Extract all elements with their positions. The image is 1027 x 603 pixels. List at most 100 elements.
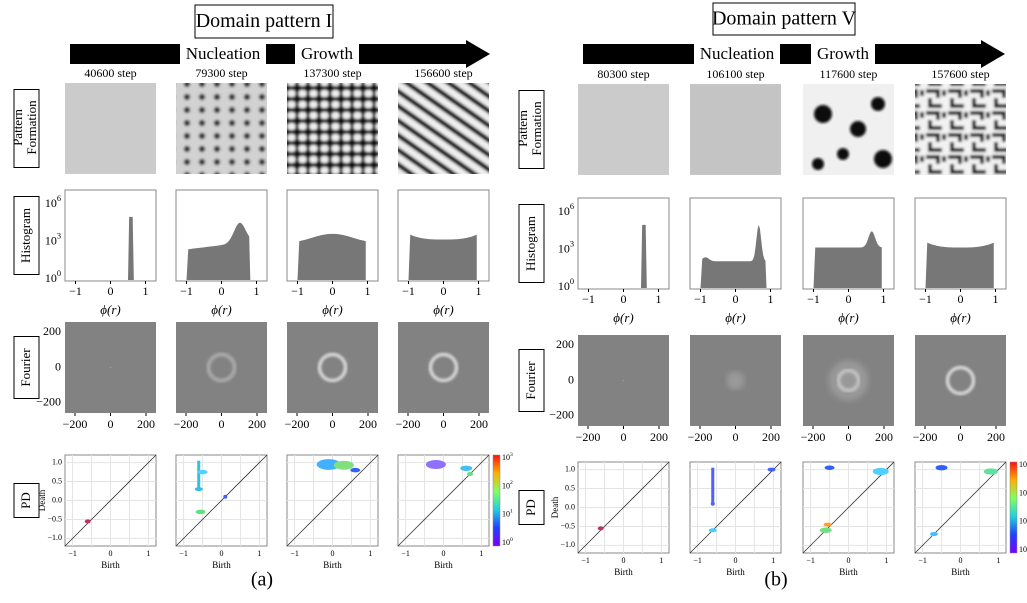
fourier-ring [945,365,976,396]
x-tick-label: −1 [180,284,193,298]
pd-points [197,460,201,490]
x-tick-label: −1 [401,549,410,558]
x-tick-label: 200 [650,430,668,444]
colorbar-label-base: 10 [1019,488,1027,497]
y-tick-label: 0.5 [565,483,575,492]
row-label: PD [18,492,33,509]
x-tick-label: 200 [875,430,893,444]
x-axis-label: ϕ(r) [211,302,231,317]
pattern-image [287,83,378,174]
diagonal [689,461,782,554]
stage-bg [295,43,359,65]
histogram-shape [813,231,882,288]
pd-points [597,526,604,531]
x-tick-label: −1 [693,556,702,565]
colorbar-label: 101 [502,509,513,519]
colorbar-label: 102 [502,480,513,490]
colorbar-label-base: 10 [502,453,510,462]
x-axis-label: ϕ(r) [613,310,633,325]
x-axis-label: Birth [323,560,342,570]
histogram-shape [700,224,769,288]
y-tick-label: 103 [558,240,574,256]
pd-points [823,522,832,527]
colorbar-label: 102 [1019,487,1027,497]
histogram-shape [588,224,659,288]
pattern-image [398,83,489,174]
x-tick-label: −200 [688,430,713,444]
x-tick-label: 0 [621,430,627,444]
y-tick-label: −0.5 [560,521,575,530]
hist-axes [64,189,157,282]
row-label-line: Formation [24,100,39,155]
pd-points [819,527,832,533]
fourier-image [176,322,267,413]
x-tick-label: 1 [476,284,482,298]
step-label: 137300 step [303,66,361,80]
x-tick-label: 200 [987,430,1005,444]
x-tick-label: −1 [402,284,415,298]
x-tick-label: 0 [622,556,626,565]
pd-points [710,501,715,506]
x-tick-label: 0 [846,292,852,306]
x-axis-label: Birth [614,567,633,577]
pd-points [195,509,206,515]
y-tick-label: −1.0 [47,533,62,542]
colorbar-label: 100 [502,537,513,547]
pd-points [194,487,203,492]
y-axis-label: Death [37,489,47,511]
colorbar-label-base: 10 [1019,460,1027,469]
colorbar-label-exp: 1 [510,509,513,515]
x-tick-label: 0 [733,292,739,306]
fourier-blob [726,371,745,390]
x-tick-label: −200 [63,417,88,431]
histogram-shape [75,216,146,280]
x-tick-label: 0 [441,417,447,431]
x-tick-label: −1 [806,556,815,565]
x-tick-label: 1 [368,549,372,558]
diagonal [802,461,895,554]
y-tick-label: 200 [556,337,574,351]
x-tick-label: 0 [442,549,446,558]
pattern-image [176,83,267,174]
colorbar-label-exp: 3 [510,452,513,458]
x-tick-label: 0 [441,284,447,298]
panel-label: (b) [764,569,787,591]
y-tick-label: 0.0 [565,502,575,511]
pd-points [223,494,228,499]
x-tick-label: 1 [771,556,775,565]
row-label-box [518,204,545,283]
y-tick-label-exp: 3 [57,232,61,241]
arrow-bar [70,44,468,64]
pd-points [425,459,446,469]
colorbar-label-base: 10 [502,538,510,547]
stage-bg [180,43,266,65]
fourier-image [915,335,1006,426]
y-tick-label-base: 10 [45,271,57,285]
pattern-image [690,84,781,175]
x-tick-label: −200 [801,430,826,444]
panel-title: Domain pattern I [196,10,333,32]
y-tick-label-exp: 3 [570,240,574,249]
y-tick-label-exp: 0 [57,269,61,278]
pd-points [983,468,998,475]
x-axis-label: Birth [212,560,231,570]
fourier-ring [206,352,237,383]
step-label: 79300 step [195,66,247,80]
diagonal [397,454,490,547]
blob [837,148,849,160]
stage-bg [811,43,875,65]
x-tick-label: 1 [365,284,371,298]
x-tick-label: −1 [179,549,188,558]
pd-points [767,467,776,472]
row-label-box [518,490,545,525]
y-tick-label: 1.0 [52,457,62,466]
pd-points [935,464,948,471]
x-tick-label: 1 [768,292,774,306]
x-tick-label: −1 [807,292,820,306]
colorbar-label: 101 [1019,516,1027,526]
y-tick-label: −0.5 [47,514,62,523]
pattern-fill [398,83,489,174]
x-tick-label: 0 [220,549,224,558]
fourier-center [109,366,112,369]
